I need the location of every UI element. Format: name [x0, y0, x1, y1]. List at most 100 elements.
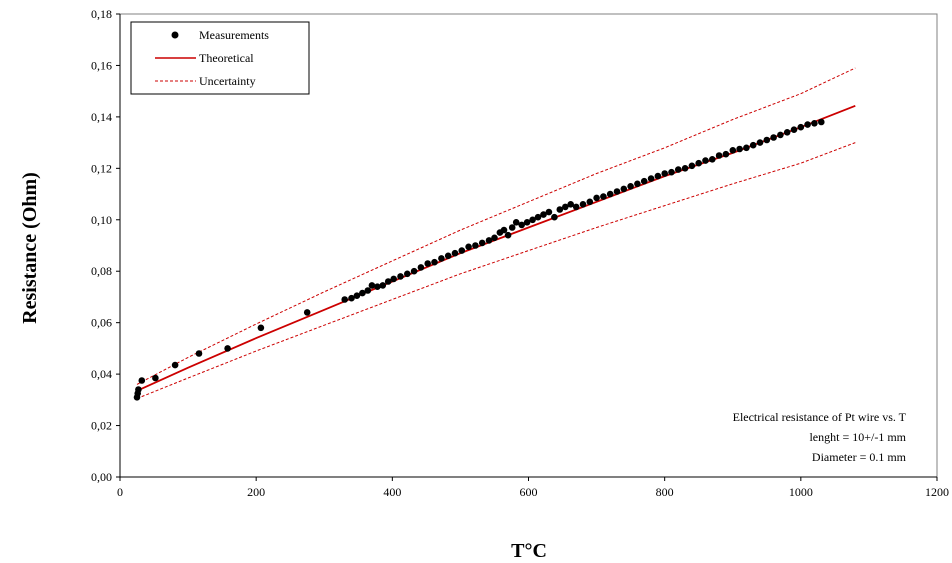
measurement-point	[613, 188, 621, 195]
measurement-point	[504, 231, 512, 239]
measurement-point	[523, 219, 531, 226]
measurement-point	[404, 270, 411, 278]
measurement-point	[438, 255, 445, 262]
measurement-point	[556, 206, 564, 213]
y-tick-label: 0,18	[91, 7, 112, 21]
measurement-point	[444, 252, 452, 260]
measurement-point	[348, 294, 355, 302]
measurement-point	[397, 273, 404, 280]
measurement-point	[390, 275, 398, 283]
measurement-point	[562, 203, 569, 211]
measurement-point	[675, 166, 682, 173]
measurement-point	[661, 170, 668, 177]
measurement-point	[410, 267, 418, 275]
uncertainty-line-3	[136, 142, 856, 399]
legend-label-measurements: Measurements	[199, 28, 269, 42]
x-axis-title: T°C	[511, 540, 547, 562]
measurement-point	[579, 201, 587, 208]
y-tick-label: 0,14	[91, 110, 112, 124]
measurement-point	[668, 168, 675, 176]
measurement-point	[491, 234, 498, 242]
measurement-point	[709, 156, 716, 163]
measurement-point	[749, 141, 757, 149]
measurement-point	[600, 193, 607, 200]
y-tick-label: 0,10	[91, 213, 112, 227]
measurement-point	[702, 157, 709, 164]
legend-label-uncertainty: Uncertainty	[199, 74, 256, 88]
measurement-point	[567, 201, 574, 208]
measurement-point	[797, 123, 805, 131]
measurement-point	[359, 289, 366, 297]
x-tick-label: 1200	[925, 485, 949, 499]
plot-area	[133, 67, 856, 401]
uncertainty-line-2	[136, 67, 856, 385]
measurement-point	[518, 221, 525, 229]
measurement-point	[783, 129, 791, 136]
measurement-point	[729, 147, 737, 154]
measurement-point	[303, 309, 311, 316]
y-tick-label: 0,00	[91, 470, 112, 484]
measurement-point	[586, 198, 594, 206]
measurement-point	[458, 247, 466, 254]
measurement-point	[627, 183, 634, 190]
y-tick-label: 0,04	[91, 367, 112, 381]
measurement-point	[722, 150, 730, 158]
measurement-point	[804, 121, 811, 128]
measurement-point	[341, 296, 349, 303]
measurement-point	[417, 264, 425, 271]
annotation-line-1: Electrical resistance of Pt wire vs. T	[733, 410, 907, 424]
measurement-point	[500, 226, 508, 234]
measurement-point	[529, 216, 536, 224]
axes: 0,00 0,02 0,04 0,06 0,08 0,10 0,12 0,14 0,16 0,18…	[91, 7, 949, 499]
annotation-line-3: Diameter = 0.1 mm	[812, 450, 907, 464]
measurement-point	[171, 361, 179, 369]
legend-marker-measurements	[171, 31, 179, 39]
measurement-point	[478, 239, 486, 247]
measurement-point	[763, 136, 771, 144]
measurement-point	[654, 172, 662, 180]
measurement-point	[545, 208, 553, 216]
measurement-point	[688, 162, 696, 170]
measurement-point	[374, 283, 381, 291]
measurement-point	[485, 237, 493, 244]
y-tick-label: 0,06	[91, 316, 112, 330]
measurement-point	[743, 144, 750, 152]
measurement-point	[540, 211, 547, 218]
measurement-point	[818, 118, 825, 126]
measurement-point	[472, 242, 479, 249]
annotation-line-2: lenght = 10+/-1 mm	[809, 430, 906, 444]
measurement-point	[551, 213, 558, 221]
y-tick-label: 0,12	[91, 161, 112, 175]
measurement-point	[364, 287, 372, 294]
measurement-point	[811, 120, 818, 127]
measurement-point	[606, 190, 614, 198]
y-tick-label: 0,02	[91, 419, 112, 433]
measurement-point	[368, 282, 376, 289]
measurement-point	[770, 134, 777, 141]
measurement-point	[138, 377, 146, 384]
measurement-point	[379, 282, 387, 289]
measurement-point	[431, 258, 438, 266]
measurement-point	[640, 177, 648, 185]
measurement-point	[620, 185, 628, 193]
measurement-point	[647, 175, 655, 182]
x-tick-label: 1000	[789, 485, 813, 499]
measurement-point	[451, 249, 459, 257]
measurement-point	[424, 260, 432, 267]
measurement-point	[195, 350, 203, 357]
measurement-point	[152, 374, 159, 382]
measurement-point	[508, 224, 516, 231]
y-axis-title: Resistance (Ohm)	[19, 172, 41, 324]
measurement-point	[695, 159, 702, 167]
measurement-point	[257, 324, 265, 332]
measurement-point	[384, 278, 392, 285]
measurement-point	[224, 345, 231, 352]
x-tick-label: 200	[247, 485, 265, 499]
x-tick-label: 800	[656, 485, 674, 499]
measurement-point	[572, 203, 580, 211]
measurement-point	[353, 292, 361, 300]
measurement-point	[593, 194, 600, 202]
y-tick-label: 0,08	[91, 264, 112, 278]
measurement-point	[681, 165, 689, 172]
